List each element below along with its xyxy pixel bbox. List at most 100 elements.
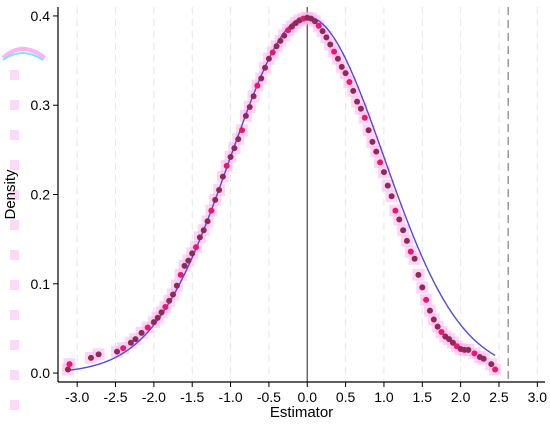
x-tick-label: -1.5 <box>180 389 204 405</box>
y-tick-label: 0.3 <box>31 97 51 113</box>
data-point <box>380 169 387 176</box>
data-point <box>87 354 94 361</box>
x-tick-label: -2.5 <box>103 389 127 405</box>
data-point <box>311 18 318 25</box>
decor-mark <box>10 190 19 200</box>
data-point <box>273 43 280 50</box>
data-point <box>369 138 376 145</box>
data-point <box>239 127 246 134</box>
data-point <box>166 297 173 304</box>
data-point <box>407 248 414 255</box>
x-tick-label: 0.0 <box>298 389 318 405</box>
decor-mark <box>10 160 19 170</box>
data-point <box>258 75 265 82</box>
data-point <box>415 271 422 278</box>
data-point <box>403 237 410 244</box>
reference-lines <box>306 7 509 382</box>
data-point <box>423 296 430 303</box>
x-tick-label: 1.5 <box>413 389 433 405</box>
x-axis-label: Estimator <box>270 404 333 421</box>
x-tick-label: 2.5 <box>489 389 509 405</box>
data-point <box>235 136 242 143</box>
data-point <box>388 193 395 200</box>
data-point <box>204 218 211 225</box>
data-point <box>196 234 203 241</box>
y-tick-label: 0.4 <box>31 8 51 24</box>
data-point <box>315 22 322 29</box>
decor-arc <box>2 52 44 61</box>
data-point <box>350 87 357 94</box>
decor-mark <box>10 130 19 140</box>
data-point <box>319 28 326 35</box>
data-point <box>373 148 380 155</box>
data-point <box>144 324 151 331</box>
data-point <box>154 314 161 321</box>
data-point <box>95 351 102 358</box>
data-point <box>219 173 226 180</box>
x-tick-label: 1.0 <box>374 389 394 405</box>
data-point <box>262 64 269 71</box>
x-tick-label: -2.0 <box>142 389 166 405</box>
data-point <box>132 336 139 343</box>
data-point <box>185 257 192 264</box>
decor-mark <box>10 310 19 320</box>
data-point <box>449 339 456 346</box>
data-point <box>208 207 215 214</box>
data-point <box>480 355 487 362</box>
data-point <box>465 346 472 353</box>
x-axis-ticks: -3.0 -2.5 -2.0 -1.5 -1.0 -0.5 0.0 0.5 1.0 1.5 2.0 2… <box>65 382 547 405</box>
data-point <box>170 291 177 298</box>
data-point <box>200 227 207 234</box>
data-point <box>158 309 165 316</box>
data-point <box>323 34 330 41</box>
decor-mark <box>10 220 19 230</box>
y-tick-label: 0.1 <box>31 276 51 292</box>
axes <box>57 7 545 383</box>
x-tick-label: -0.5 <box>257 389 281 405</box>
data-point <box>365 127 372 134</box>
data-point <box>357 105 364 112</box>
data-point <box>346 79 353 85</box>
data-point <box>227 154 234 160</box>
data-point <box>471 350 478 357</box>
decor-mark <box>10 370 19 380</box>
data-point <box>384 182 391 189</box>
data-point <box>193 244 200 251</box>
data-point <box>181 262 188 269</box>
data-point <box>377 159 384 166</box>
y-axis-ticks: 0.0 0.1 0.2 0.3 0.4 <box>31 8 58 381</box>
data-point <box>354 98 361 105</box>
data-point <box>212 196 219 203</box>
data-point <box>120 345 127 352</box>
data-point <box>338 63 345 70</box>
data-point <box>162 304 169 310</box>
data-point <box>173 282 180 289</box>
data-point <box>411 255 418 262</box>
data-point <box>64 366 71 373</box>
data-point <box>269 49 276 56</box>
data-point <box>430 316 437 323</box>
x-tick-label: -3.0 <box>65 389 89 405</box>
data-point <box>216 187 223 194</box>
data-point <box>66 361 73 368</box>
decor-mark <box>10 70 19 80</box>
data-point <box>231 145 238 152</box>
data-point <box>426 307 433 314</box>
data-point <box>177 271 184 278</box>
data-point <box>392 207 399 214</box>
x-tick-label: 0.5 <box>336 389 356 405</box>
y-tick-label: 0.0 <box>31 365 51 381</box>
data-point <box>327 41 334 48</box>
data-point <box>277 37 284 44</box>
data-point <box>127 339 134 346</box>
data-point <box>488 361 495 368</box>
data-point <box>150 319 157 326</box>
x-tick-label: 3.0 <box>528 389 548 405</box>
data-point <box>400 227 407 234</box>
decor-mark <box>10 100 19 110</box>
data-point <box>434 323 441 330</box>
data-point <box>242 112 249 119</box>
data-point <box>254 82 261 89</box>
data-point <box>334 55 341 62</box>
